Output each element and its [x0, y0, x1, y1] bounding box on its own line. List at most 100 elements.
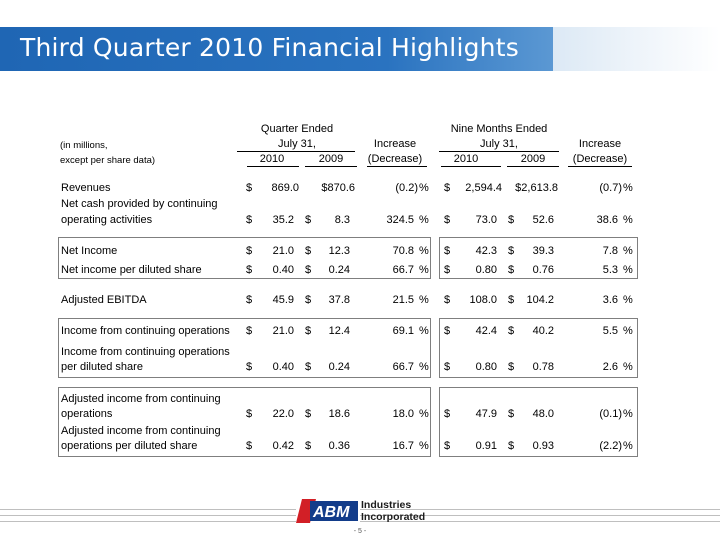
currency-symbol: $: [246, 182, 253, 194]
currency-symbol: $: [444, 408, 451, 420]
nine-months-date: July 31,: [480, 138, 518, 150]
year-2009-q: 2009: [318, 153, 344, 165]
currency-symbol: $: [508, 294, 515, 306]
logo-industries: Industries: [361, 499, 412, 511]
row-label: Adjusted income from continuing: [61, 393, 221, 405]
currency-symbol: $: [444, 325, 451, 337]
percent-q: %: [419, 245, 429, 257]
value-q2010: 22.0: [272, 408, 294, 420]
value-q2009: $870.6: [321, 182, 355, 194]
row-label: operating activities: [61, 214, 153, 226]
increase-q: 21.5: [392, 294, 414, 306]
currency-symbol: $: [444, 214, 451, 226]
currency-symbol: $: [246, 361, 253, 373]
currency-symbol: $: [246, 294, 253, 306]
increase-q: (0.2): [395, 182, 418, 194]
value-nm2010: 0.91: [475, 440, 497, 452]
adjusted-income-box-right: [439, 387, 638, 457]
value-q2010: 0.40: [272, 264, 294, 276]
increase-q: 66.7: [392, 264, 414, 276]
currency-symbol: $: [246, 245, 253, 257]
year-2009-nm: 2009: [520, 153, 546, 165]
units-note-line2: except per share data): [60, 155, 156, 166]
abm-logo: ABM: [296, 495, 360, 527]
currency-symbol: $: [508, 440, 515, 452]
increase-q: 18.0: [392, 408, 414, 420]
row-label: Adjusted EBITDA: [61, 294, 147, 306]
title-banner-fade: [553, 27, 720, 71]
value-q2010: 0.42: [272, 440, 294, 452]
currency-symbol: $: [508, 264, 515, 276]
year-2010-nm-rule: [441, 166, 501, 167]
percent-q: %: [419, 440, 429, 452]
currency-symbol: $: [444, 440, 451, 452]
footer-rule-middle: [0, 515, 720, 516]
value-q2010: 21.0: [272, 325, 294, 337]
increase-header-1: Increase: [373, 138, 417, 150]
units-note-line1: (in millions,: [60, 140, 108, 151]
percent-q: %: [419, 182, 429, 194]
row-label: Net Income: [61, 245, 118, 257]
row-label: operations per diluted share: [61, 440, 198, 452]
increase-q: 70.8: [392, 245, 414, 257]
nine-months-header: Nine Months Ended: [450, 123, 548, 135]
net-income-box-right: [439, 237, 638, 279]
year-2010-q: 2010: [259, 153, 285, 165]
value-q2010: 0.40: [272, 361, 294, 373]
logo-mark: ABM: [312, 504, 350, 521]
percent-nm: %: [623, 264, 633, 276]
footer-rule-bottom: [0, 521, 720, 522]
currency-symbol: $: [305, 408, 312, 420]
decrease-header-1: (Decrease): [367, 153, 423, 165]
value-nm2010: 108.0: [469, 294, 497, 306]
year-2009-q-rule: [305, 166, 357, 167]
currency-symbol: $: [444, 264, 451, 276]
row-label: Income from continuing operations: [61, 346, 230, 358]
currency-symbol: $: [305, 440, 312, 452]
row-label: Revenues: [61, 182, 111, 194]
percent-nm: %: [623, 214, 633, 226]
nine-months-header-rule: [439, 151, 559, 152]
increase-rule-1: [367, 166, 427, 167]
footer-rule-top: [0, 509, 720, 510]
value-q2010: 21.0: [272, 245, 294, 257]
percent-nm: %: [623, 245, 633, 257]
year-2010-q-rule: [247, 166, 299, 167]
increase-nm: 5.3: [602, 264, 618, 276]
currency-symbol: $: [444, 294, 451, 306]
currency-symbol: $: [305, 214, 312, 226]
percent-q: %: [419, 264, 429, 276]
currency-symbol: $: [305, 245, 312, 257]
net-income-box-left: [58, 237, 431, 279]
value-q2010: 869.0: [271, 182, 299, 194]
currency-symbol: $: [508, 325, 515, 337]
value-nm2009: 0.93: [532, 440, 554, 452]
value-q2009: 0.24: [328, 361, 350, 373]
value-nm2009: 0.78: [532, 361, 554, 373]
currency-symbol: $: [444, 245, 451, 257]
value-q2009: 12.3: [328, 245, 350, 257]
quarter-ended-header: Quarter Ended: [260, 123, 334, 135]
row-label: per diluted share: [61, 361, 143, 373]
percent-nm: %: [623, 294, 633, 306]
increase-nm: 38.6: [596, 214, 618, 226]
increase-nm: (2.2): [599, 440, 622, 452]
value-nm2010: 47.9: [475, 408, 497, 420]
decrease-header-2: (Decrease): [572, 153, 628, 165]
currency-symbol: $: [246, 264, 253, 276]
value-nm2010: 2,594.4: [465, 182, 502, 194]
value-nm2009: 40.2: [532, 325, 554, 337]
quarter-ended-date: July 31,: [278, 138, 316, 150]
value-q2009: 37.8: [328, 294, 350, 306]
currency-symbol: $: [246, 408, 253, 420]
value-nm2009: 0.76: [532, 264, 554, 276]
currency-symbol: $: [444, 361, 451, 373]
currency-symbol: $: [305, 325, 312, 337]
value-q2010: 45.9: [272, 294, 294, 306]
increase-nm: (0.1): [599, 408, 622, 420]
row-label: Net income per diluted share: [61, 264, 202, 276]
currency-symbol: $: [508, 245, 515, 257]
currency-symbol: $: [246, 214, 253, 226]
value-nm2010: 42.3: [475, 245, 497, 257]
value-nm2009: 39.3: [532, 245, 554, 257]
